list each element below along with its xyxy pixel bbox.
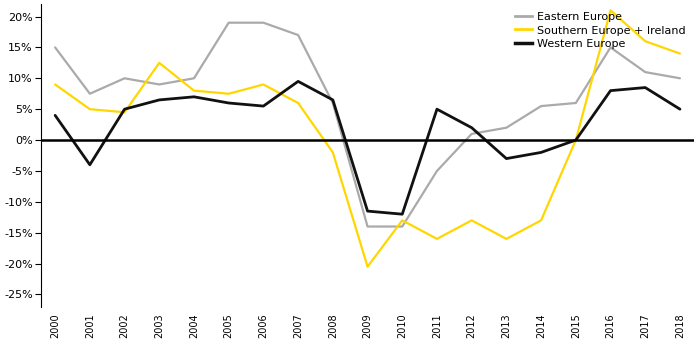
Western Europe	[641, 86, 649, 90]
Western Europe	[120, 107, 128, 111]
Eastern Europe	[120, 76, 128, 80]
Western Europe	[294, 79, 302, 83]
Western Europe	[468, 126, 476, 130]
Southern Europe + Ireland	[502, 237, 510, 241]
Western Europe	[572, 138, 580, 142]
Western Europe	[398, 212, 406, 216]
Southern Europe + Ireland	[572, 138, 580, 142]
Western Europe	[86, 163, 94, 167]
Southern Europe + Ireland	[537, 218, 545, 222]
Southern Europe + Ireland	[641, 39, 649, 43]
Eastern Europe	[537, 104, 545, 108]
Southern Europe + Ireland	[294, 101, 302, 105]
Western Europe	[259, 104, 267, 108]
Eastern Europe	[155, 82, 163, 87]
Line: Western Europe: Western Europe	[55, 81, 680, 214]
Eastern Europe	[607, 45, 615, 50]
Eastern Europe	[433, 169, 441, 173]
Southern Europe + Ireland	[259, 82, 267, 87]
Eastern Europe	[86, 92, 94, 96]
Line: Southern Europe + Ireland: Southern Europe + Ireland	[55, 10, 680, 267]
Eastern Europe	[225, 21, 233, 25]
Southern Europe + Ireland	[155, 61, 163, 65]
Eastern Europe	[364, 224, 372, 228]
Southern Europe + Ireland	[607, 8, 615, 12]
Southern Europe + Ireland	[120, 110, 128, 114]
Western Europe	[676, 107, 684, 111]
Western Europe	[155, 98, 163, 102]
Line: Eastern Europe: Eastern Europe	[55, 23, 680, 226]
Eastern Europe	[190, 76, 198, 80]
Southern Europe + Ireland	[51, 82, 59, 87]
Eastern Europe	[502, 126, 510, 130]
Southern Europe + Ireland	[468, 218, 476, 222]
Western Europe	[433, 107, 441, 111]
Western Europe	[502, 157, 510, 161]
Eastern Europe	[572, 101, 580, 105]
Southern Europe + Ireland	[676, 52, 684, 56]
Western Europe	[329, 98, 337, 102]
Southern Europe + Ireland	[364, 265, 372, 269]
Western Europe	[51, 113, 59, 117]
Southern Europe + Ireland	[398, 218, 406, 222]
Southern Europe + Ireland	[329, 150, 337, 155]
Eastern Europe	[468, 132, 476, 136]
Western Europe	[607, 89, 615, 93]
Southern Europe + Ireland	[86, 107, 94, 111]
Southern Europe + Ireland	[225, 92, 233, 96]
Eastern Europe	[51, 45, 59, 50]
Legend: Eastern Europe, Southern Europe + Ireland, Western Europe: Eastern Europe, Southern Europe + Irelan…	[513, 10, 688, 51]
Eastern Europe	[676, 76, 684, 80]
Western Europe	[190, 95, 198, 99]
Eastern Europe	[329, 101, 337, 105]
Western Europe	[537, 150, 545, 155]
Southern Europe + Ireland	[190, 89, 198, 93]
Western Europe	[225, 101, 233, 105]
Southern Europe + Ireland	[433, 237, 441, 241]
Eastern Europe	[641, 70, 649, 74]
Western Europe	[364, 209, 372, 213]
Eastern Europe	[294, 33, 302, 37]
Eastern Europe	[398, 224, 406, 228]
Eastern Europe	[259, 21, 267, 25]
